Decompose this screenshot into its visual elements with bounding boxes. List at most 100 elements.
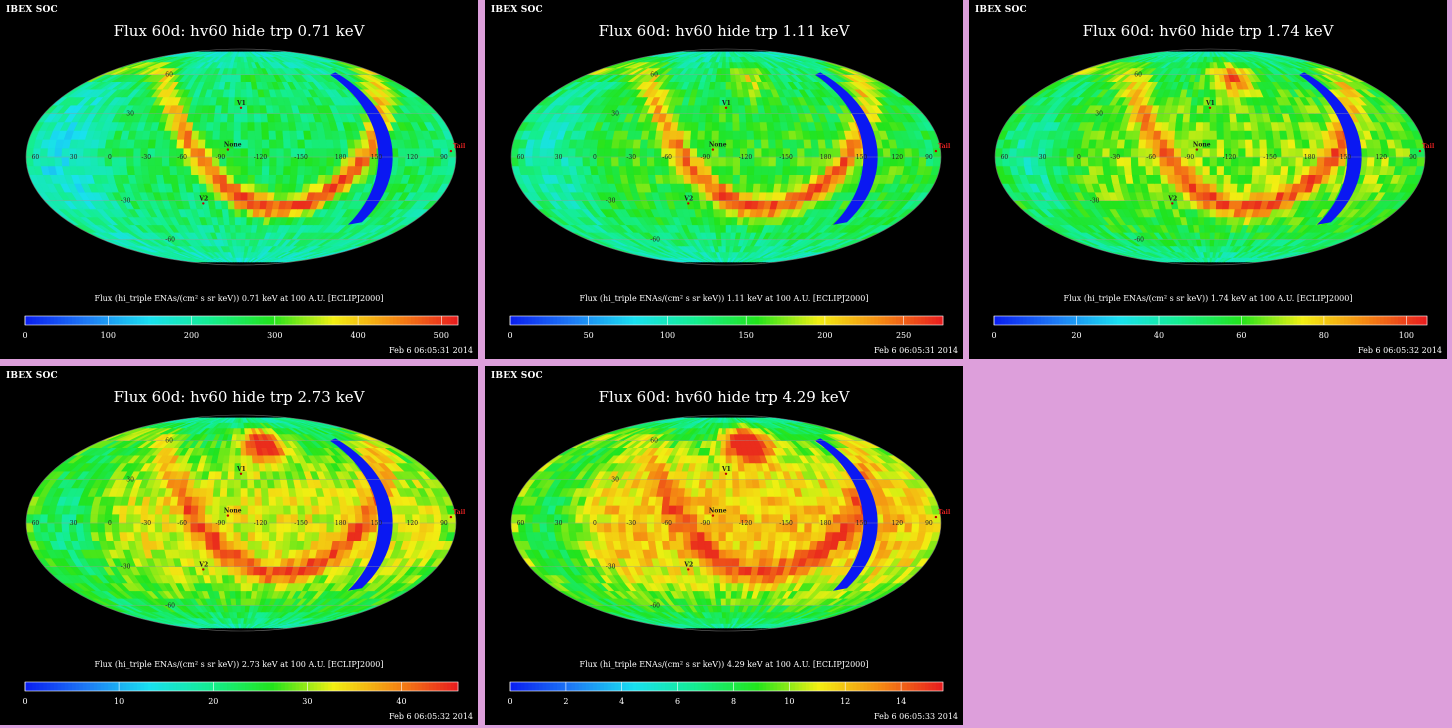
- flux-cell: [254, 130, 263, 140]
- colorbar-segment: [679, 316, 684, 325]
- flux-cell: [1295, 147, 1304, 158]
- colorbar-segment: [183, 316, 188, 325]
- flux-cell: [752, 183, 762, 193]
- flux-cell: [268, 174, 277, 184]
- flux-cell: [690, 174, 699, 184]
- flux-cell: [761, 156, 770, 167]
- flux-cell: [596, 156, 605, 167]
- flux-cell: [246, 200, 255, 210]
- colorbar-segment: [43, 316, 48, 325]
- flux-cell: [226, 130, 235, 140]
- colorbar-segment: [97, 316, 102, 325]
- colorbar-segment: [777, 316, 782, 325]
- lon-tick-label: 120: [407, 154, 419, 161]
- colorbar-segment: [748, 316, 753, 325]
- flux-cell: [682, 165, 692, 175]
- flux-cell: [213, 113, 222, 123]
- flux-cell: [204, 139, 214, 149]
- flux-cell: [1204, 232, 1211, 240]
- flux-cell: [725, 216, 733, 226]
- colorbar-segment: [46, 316, 51, 325]
- colorbar-segment: [277, 316, 282, 325]
- colorbar-segment: [582, 316, 587, 325]
- colorbar-segment: [751, 316, 756, 325]
- flux-cell: [283, 147, 292, 158]
- flux-cell: [697, 139, 706, 149]
- flux-cell: [669, 130, 678, 140]
- flux-cell: [246, 208, 254, 218]
- colorbar-segment: [28, 316, 33, 325]
- flux-cell: [1188, 165, 1197, 175]
- flux-cell: [1102, 139, 1112, 149]
- flux-cell: [1059, 156, 1068, 167]
- flux-cell: [1123, 147, 1132, 158]
- colorbar-segment: [675, 316, 680, 325]
- colorbar-segment: [104, 316, 109, 325]
- flux-cell: [247, 139, 256, 149]
- lon-tick-label: 30: [555, 154, 563, 161]
- flux-cell: [240, 224, 247, 233]
- colorbar-segment: [429, 316, 434, 325]
- flux-cell: [233, 183, 242, 193]
- flux-cell: [711, 121, 720, 131]
- flux-cell: [1095, 165, 1105, 175]
- flux-cell: [753, 174, 762, 184]
- flux-cell: [1245, 147, 1254, 158]
- colorbar-segment: [585, 316, 590, 325]
- colorbar-segment: [403, 316, 408, 325]
- flux-cell: [760, 139, 770, 149]
- lon-tick-label: -30: [626, 154, 636, 161]
- flux-cell: [1166, 147, 1175, 158]
- flux-cell: [1152, 165, 1161, 175]
- flux-cell: [714, 224, 722, 233]
- flux-cell: [690, 183, 700, 193]
- flux-cell: [318, 165, 328, 175]
- flux-cell: [1203, 216, 1211, 226]
- colorbar-segment: [780, 316, 785, 325]
- flux-cell: [240, 147, 249, 158]
- flux-cell: [699, 200, 708, 210]
- colorbar-segment: [636, 316, 641, 325]
- flux-cell: [1174, 183, 1184, 193]
- colorbar-segment: [592, 316, 597, 325]
- flux-cell: [1023, 147, 1032, 158]
- flux-cell: [904, 156, 913, 167]
- colorbar-segment: [524, 316, 529, 325]
- colorbar-segment: [151, 316, 156, 325]
- flux-cell: [198, 183, 208, 193]
- flux-cell: [1229, 183, 1239, 193]
- colorbar-segment: [802, 316, 807, 325]
- flux-cell: [1230, 139, 1239, 149]
- flux-cell: [647, 139, 656, 149]
- flux-cell: [1066, 156, 1075, 167]
- flux-cell: [1301, 139, 1311, 149]
- flux-cell: [731, 104, 740, 114]
- colorbar-segment: [115, 316, 120, 325]
- colorbar-segment: [827, 316, 832, 325]
- colorbar-segment: [349, 316, 354, 325]
- flux-cell: [283, 165, 292, 175]
- flux-cell: [290, 139, 299, 149]
- flux-cell: [911, 147, 920, 158]
- flux-cell: [254, 139, 263, 149]
- flux-cell: [198, 130, 207, 140]
- flux-cell: [654, 165, 663, 175]
- flux-cell: [746, 139, 755, 149]
- flux-cell: [1209, 174, 1218, 184]
- flux-cell: [832, 156, 842, 167]
- flux-cell: [675, 147, 684, 158]
- flux-cell: [1181, 174, 1190, 184]
- colorbar-segment: [860, 316, 865, 325]
- flux-cell: [261, 174, 270, 184]
- flux-cell: [1131, 139, 1140, 149]
- flux-cell: [731, 88, 739, 98]
- colorbar-segment: [762, 316, 767, 325]
- flux-cell: [1202, 156, 1211, 167]
- colorbar-tick-label: 500: [434, 331, 449, 340]
- colorbar-segment: [708, 316, 713, 325]
- flux-cell: [253, 104, 262, 114]
- flux-cell: [639, 165, 649, 175]
- flux-cell: [1294, 139, 1304, 149]
- flux-cell: [704, 130, 713, 140]
- flux-cell: [539, 147, 548, 158]
